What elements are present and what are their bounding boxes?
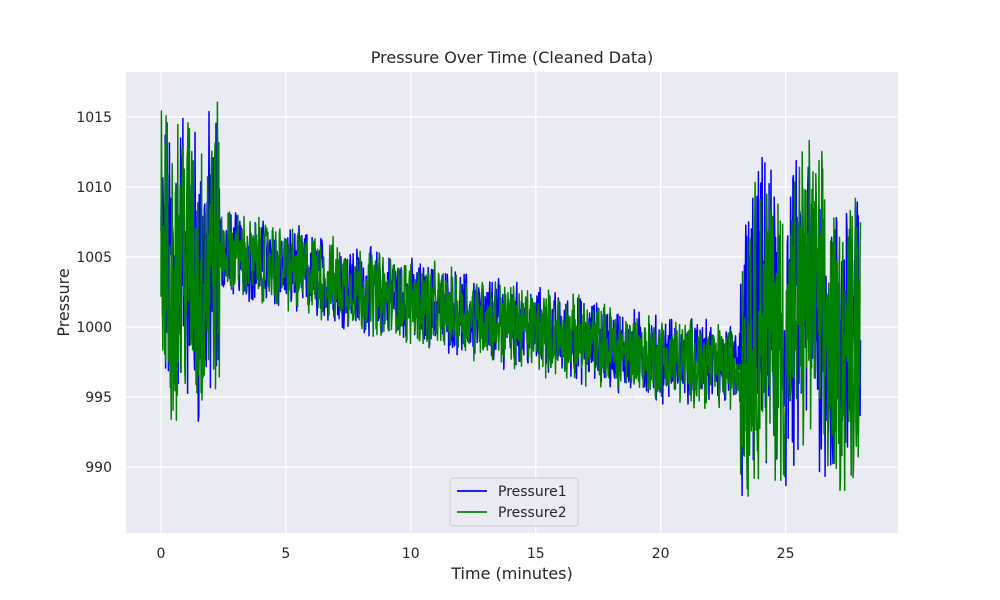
chart-title: Pressure Over Time (Cleaned Data)	[371, 48, 653, 67]
y-tick-label: 990	[85, 460, 112, 476]
series-layer	[160, 101, 862, 497]
x-axis-label: Time (minutes)	[450, 564, 573, 583]
y-axis-label: Pressure	[54, 268, 73, 336]
series-line-2	[160, 101, 862, 497]
x-tick-label: 10	[402, 546, 420, 562]
x-tick-label: 15	[527, 546, 545, 562]
x-tick-label: 20	[652, 546, 670, 562]
legend-label: Pressure2	[498, 505, 567, 521]
y-tick-label: 1010	[76, 180, 112, 196]
legend-label: Pressure1	[498, 484, 567, 500]
legend: Pressure1 Pressure2	[449, 477, 579, 527]
x-tick-label: 25	[777, 546, 795, 562]
y-tick-label: 995	[85, 390, 112, 406]
x-tick-label: 5	[281, 546, 290, 562]
y-tick-label: 1005	[76, 250, 112, 266]
y-tick-label: 1000	[76, 320, 112, 336]
legend-box	[449, 477, 579, 527]
x-tick-label: 0	[157, 546, 166, 562]
y-tick-label: 1015	[76, 110, 112, 126]
